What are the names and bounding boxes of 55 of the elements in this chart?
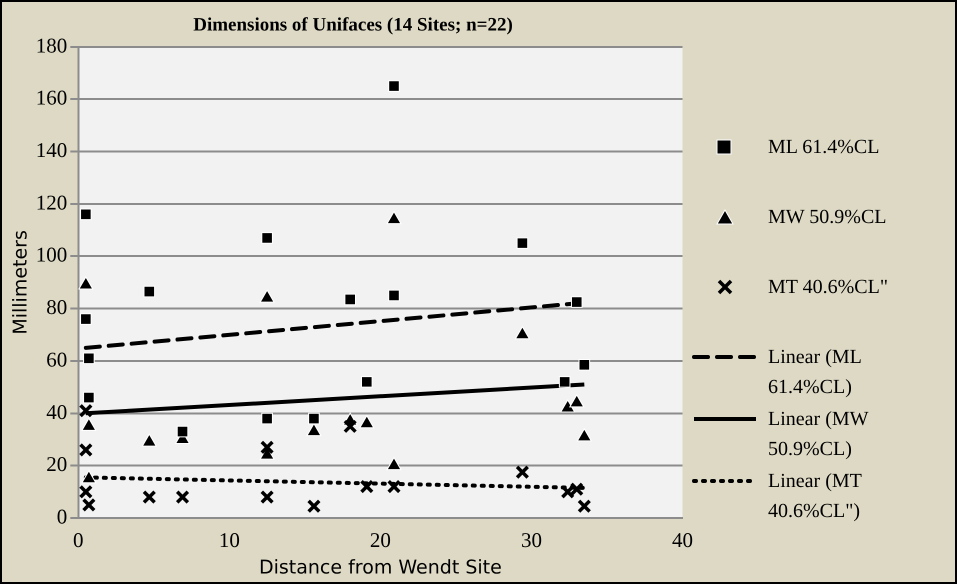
x-tick-label: 40 (672, 528, 693, 552)
x-tick-label: 20 (370, 528, 391, 552)
legend-label: Linear (MT 40.6%CL") (768, 469, 862, 524)
legend-label: Linear (MW 50.9%CL) (768, 407, 870, 462)
x-tick-label: 0 (73, 528, 84, 552)
point (175, 490, 190, 504)
point (560, 484, 575, 499)
point (80, 208, 92, 220)
y-tick-label: 60 (46, 347, 68, 372)
y-tick-label: 180 (36, 33, 68, 58)
point (261, 232, 273, 244)
legend-label: MT 40.6%CL" (768, 275, 888, 300)
point (260, 440, 274, 454)
point (515, 465, 530, 480)
point (308, 412, 320, 424)
y-tick-label: 120 (36, 190, 68, 214)
point (80, 313, 92, 325)
point (143, 286, 156, 298)
point (261, 412, 273, 424)
point (558, 376, 570, 388)
x-axis-title: Distance from Wendt Site (258, 556, 502, 579)
point (570, 296, 583, 308)
point (142, 490, 156, 504)
point (578, 359, 590, 371)
point (78, 442, 93, 457)
point (83, 392, 95, 404)
point (577, 499, 592, 514)
point (344, 294, 356, 306)
point (306, 499, 321, 514)
legend-label: Linear (ML 61.4%CL) (768, 345, 862, 400)
point (516, 237, 528, 249)
point (388, 80, 400, 92)
point (388, 290, 400, 302)
point (386, 480, 402, 494)
x-tick-label: 10 (218, 528, 240, 552)
point (78, 404, 93, 418)
point (361, 376, 373, 388)
legend-label: MW 50.9%CL (768, 205, 887, 230)
y-tick-label: 80 (46, 295, 68, 320)
point (570, 482, 584, 496)
y-tick-label: 40 (46, 400, 68, 424)
y-axis-title: Millimeters (9, 230, 32, 335)
y-tick-label: 140 (36, 138, 68, 162)
point (360, 480, 374, 494)
legend-label: ML 61.4%CL (768, 135, 880, 160)
y-tick-label: 20 (46, 452, 68, 476)
x-tick-label: 30 (520, 528, 542, 552)
y-tick-label: 0 (56, 504, 68, 529)
y-tick-label: 160 (36, 86, 68, 110)
point (83, 352, 95, 364)
y-tick-label: 100 (36, 242, 68, 267)
point (176, 426, 188, 438)
point (260, 490, 274, 504)
point (343, 419, 358, 434)
chart-title: Dimensions of Unifaces (14 Sites; n=22) (193, 14, 513, 36)
